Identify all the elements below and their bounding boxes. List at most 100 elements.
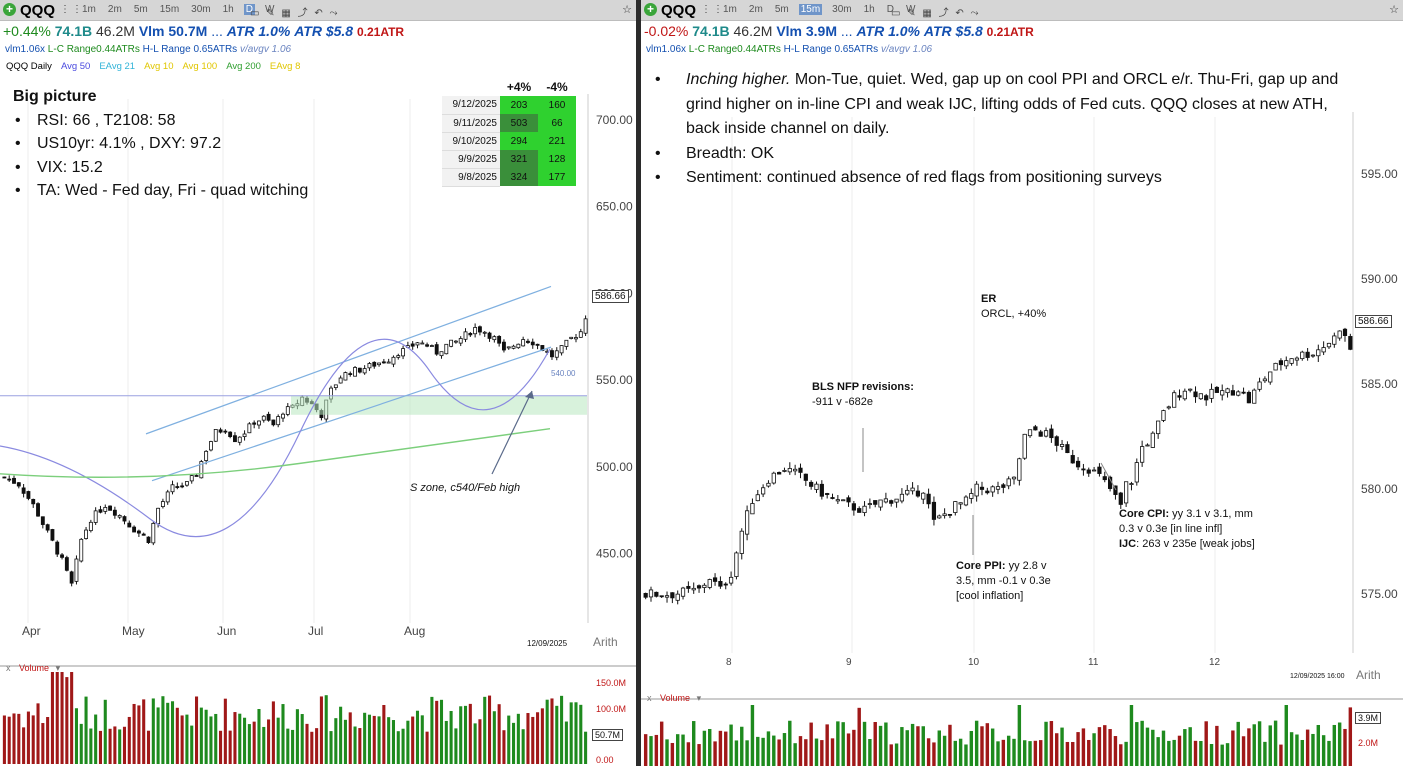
candle-body [926, 493, 931, 505]
candle-body [1124, 481, 1129, 504]
axis-mode-toggle[interactable]: Arith [593, 635, 618, 649]
timeframe-15m[interactable]: 15m [159, 4, 180, 15]
volume-bar [526, 713, 530, 764]
timeframe-30m[interactable]: 30m [832, 4, 852, 15]
candle-body [1188, 388, 1193, 391]
candle-body [1086, 469, 1091, 474]
daily-price-chart[interactable]: 700.00650.00600.00550.00500.00450.00AprM… [0, 0, 636, 766]
volume-bar [1289, 732, 1294, 766]
volume-bar [1188, 727, 1192, 766]
volume-bar [550, 698, 554, 764]
candle-body [12, 477, 16, 484]
candle-body [712, 577, 718, 582]
volume-bar [334, 718, 338, 764]
star-icon[interactable]: ☆ [622, 4, 632, 16]
volume-bar [233, 712, 237, 764]
timeframe-1m[interactable]: 1m [82, 4, 96, 15]
legend-item[interactable]: Avg 50 [60, 61, 91, 72]
candle-body [1038, 431, 1043, 437]
candle-body [237, 436, 242, 443]
legend-item[interactable]: Avg 200 [226, 61, 261, 72]
cpi-body: 0.3 v 0.3e [in line infl] [1119, 523, 1223, 535]
volume-bar [569, 702, 573, 764]
symbol-label[interactable]: QQQ [20, 2, 56, 19]
vlm-ratio: vlm1.06x [646, 44, 687, 55]
candle-body [1172, 392, 1177, 408]
candle-body [151, 523, 156, 544]
intraday-chart-panel: + QQQ ⋮⋮ 1m 2m 5m 15m 30m 1h D W ▭ ✎ ▦ ⤴ ↶ ⤳ ☆ … [641, 0, 1403, 766]
candle-body [1321, 347, 1326, 353]
drag-handle-icon[interactable]: ⋮⋮ [60, 4, 84, 15]
timeframe-W[interactable]: W [264, 4, 275, 15]
star-icon[interactable]: ☆ [1389, 4, 1399, 16]
volume-bar [1156, 737, 1160, 766]
candle-body [84, 529, 88, 539]
intraday-price-chart[interactable]: 595.00 590.00 585.00 580.00 575.00 8 9 10 11 12 [641, 0, 1403, 766]
volume-bar [137, 705, 141, 764]
last-price-tag: 586.66 [592, 290, 629, 303]
volume-bar [1076, 732, 1080, 766]
volume-bar [1001, 739, 1006, 766]
bls-annotation: BLS NFP revisions: -911 v -682e [812, 380, 914, 410]
drag-handle-icon[interactable]: ⋮⋮ [701, 4, 725, 15]
candle-body [530, 341, 535, 346]
volume-bar [1311, 733, 1315, 766]
add-chart-icon[interactable]: + [644, 3, 657, 16]
volume-axis-label: 2.0M [1358, 738, 1379, 748]
volume-bar [156, 707, 160, 764]
drawing-tools[interactable]: ▭ ✎ ▦ ⤴ ↶ ⤳ [250, 8, 340, 19]
candle-body [439, 351, 444, 357]
timeframe-15m[interactable]: 15m [798, 4, 823, 15]
volume-label: Volume [660, 693, 691, 703]
volume-bar [276, 717, 280, 764]
x-tick-label: 9 [846, 657, 852, 668]
candle-body [654, 591, 659, 597]
volume-bar [1263, 741, 1267, 766]
dropdown-icon[interactable]: ▾ [696, 693, 702, 703]
close-pane-icon[interactable]: x [647, 693, 652, 703]
legend-item[interactable]: Avg 10 [144, 61, 174, 72]
candle-body [1177, 395, 1182, 398]
candle-body [434, 344, 439, 355]
candle-body [825, 493, 830, 495]
legend-item[interactable]: EAvg 8 [269, 61, 301, 72]
y-tick-label: 450.00 [596, 547, 633, 561]
timeframe-D[interactable]: D [243, 4, 255, 15]
candle-body [782, 470, 787, 472]
axis-mode-toggle[interactable]: Arith [1356, 668, 1381, 682]
add-chart-icon[interactable]: + [3, 3, 16, 16]
drawing-tools[interactable]: ▭ ✎ ▦ ⤴ ↶ ⤳ [891, 8, 981, 19]
close-pane-icon[interactable]: x [6, 663, 11, 673]
timeframe-30m[interactable]: 30m [191, 4, 211, 15]
timeframe-1h[interactable]: 1h [222, 4, 234, 15]
symbol-label[interactable]: QQQ [661, 2, 697, 19]
candle-body [846, 497, 851, 503]
timeframe-1m[interactable]: 1m [723, 4, 737, 15]
timeframe-5m[interactable]: 5m [774, 4, 789, 15]
timeframe-1h[interactable]: 1h [863, 4, 875, 15]
candle-body [357, 367, 362, 373]
dropdown-icon[interactable]: ▾ [55, 663, 61, 673]
timeframe-W[interactable]: W [905, 4, 916, 15]
legend-item[interactable]: QQQ Daily [6, 61, 52, 72]
volume-bar [257, 709, 261, 764]
candle-body [809, 481, 814, 487]
y-tick-label: 580.00 [1361, 482, 1398, 496]
volume-bar [958, 738, 963, 766]
volume-bar [401, 728, 405, 764]
ijc-body: : 263 v 235e [weak jobs] [1136, 538, 1255, 550]
candle-body [1113, 485, 1118, 495]
timeframe-D[interactable]: D [886, 4, 894, 15]
channel-top [145, 285, 552, 435]
timeframe-2m[interactable]: 2m [107, 4, 122, 15]
candle-body [93, 510, 98, 523]
timeframe-5m[interactable]: 5m [133, 4, 148, 15]
legend-item[interactable]: Avg 100 [182, 61, 218, 72]
candle-body [132, 526, 137, 533]
x-tick-label: Jul [308, 624, 323, 638]
candle-body [209, 441, 213, 451]
volume-bar [127, 716, 131, 764]
legend-item[interactable]: EAvg 21 [99, 61, 136, 72]
timeframe-2m[interactable]: 2m [748, 4, 763, 15]
candle-body [1033, 426, 1038, 431]
